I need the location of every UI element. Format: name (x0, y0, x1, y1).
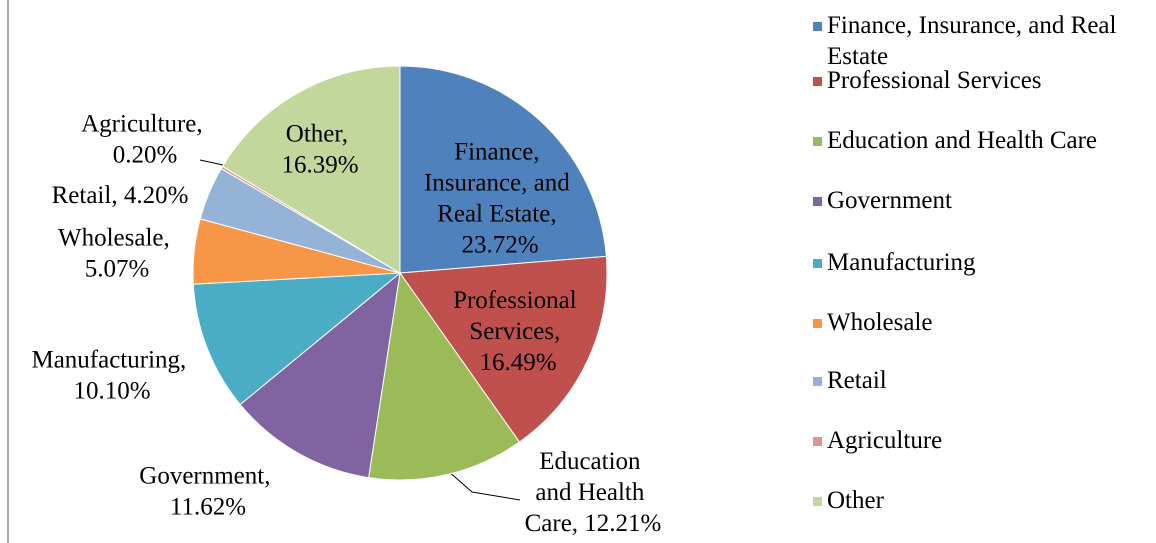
legend-label-line: Government (827, 187, 952, 214)
legend-label: Government (827, 187, 952, 214)
legend-label-line: Other (827, 487, 885, 514)
data-label: Wholesale, 5.07% (58, 224, 176, 282)
data-label: Agriculture, 0.20% (81, 110, 209, 168)
data-label-line: Real Estate, (437, 200, 563, 227)
data-label: Education and Health Care, 12.21% (525, 448, 662, 537)
data-label-line: Professional (453, 287, 583, 314)
legend-label: Professional Services (827, 67, 1042, 94)
pie-slice (192, 272, 402, 406)
legend-swatch (813, 437, 822, 446)
legend-label-line: Education and Health Care (827, 127, 1097, 154)
data-label-line: 0.20% (113, 141, 178, 168)
legend-label: Agriculture (827, 427, 942, 454)
pie-slice (368, 271, 521, 481)
legend-swatch (813, 497, 822, 506)
data-label-line: Manufacturing, (31, 346, 192, 373)
data-label-line: Care, 12.21% (525, 510, 662, 537)
data-label: Other, 16.39% (281, 120, 358, 178)
legend-label-line: Wholesale (827, 309, 933, 336)
data-label-line: Retail, 4.20% (52, 182, 189, 209)
data-label-line: Education (539, 448, 647, 475)
legend-label-line: Agriculture (827, 427, 942, 454)
pie-slice (221, 65, 401, 274)
data-label: Finance, Insurance, and Real Estate, 23.… (424, 138, 576, 258)
data-label: Manufacturing, 10.10% (31, 346, 192, 404)
legend-swatch (813, 77, 822, 86)
legend-label-line: Manufacturing (827, 249, 976, 276)
legend-swatch (813, 22, 822, 31)
data-label-line: 16.49% (479, 349, 556, 376)
legend-label: Wholesale (827, 309, 933, 336)
data-label-line: 11.62% (170, 493, 246, 520)
data-label: Government, 11.62% (139, 462, 276, 520)
legend-swatch (813, 319, 822, 328)
legend-label: Finance, Insurance, and Real Estate (827, 12, 1123, 70)
pie-slice (239, 271, 401, 479)
data-label-line: 5.07% (85, 255, 150, 282)
data-label-line: 16.39% (281, 151, 358, 178)
data-label-line: Other, (286, 120, 354, 147)
data-label-line: Services, (469, 318, 566, 345)
legend-swatch (813, 137, 822, 146)
data-label-line: Agriculture, (81, 110, 209, 137)
data-label: Professional Services, 16.49% (453, 287, 583, 376)
data-label-line: Insurance, and (424, 169, 576, 196)
pie-slice (399, 65, 607, 274)
legend-label: Education and Health Care (827, 127, 1097, 154)
data-label-line: 10.10% (73, 377, 150, 404)
legend-label-line: Finance, Insurance, and Real (827, 12, 1123, 39)
leader-line (446, 469, 521, 501)
legend-swatch (813, 377, 822, 386)
data-label-line: Wholesale, (58, 224, 176, 251)
legend-label: Retail (827, 367, 887, 394)
data-label: Retail, 4.20% (52, 182, 189, 209)
legend-label-line: Retail (827, 367, 887, 394)
data-label-line: 23.72% (461, 231, 538, 258)
data-label-line: and Health (535, 479, 650, 506)
legend-label: Manufacturing (827, 249, 976, 276)
legend-label-line: Estate (827, 43, 888, 70)
pie-slice (399, 255, 608, 443)
data-label-line: Government, (139, 462, 276, 489)
legend-label: Other (827, 487, 885, 514)
legend-swatch (813, 259, 822, 268)
leader-line (199, 159, 224, 166)
legend-label-line: Professional Services (827, 67, 1042, 94)
legend-swatch (813, 197, 822, 206)
data-label-line: Finance, (454, 138, 546, 165)
